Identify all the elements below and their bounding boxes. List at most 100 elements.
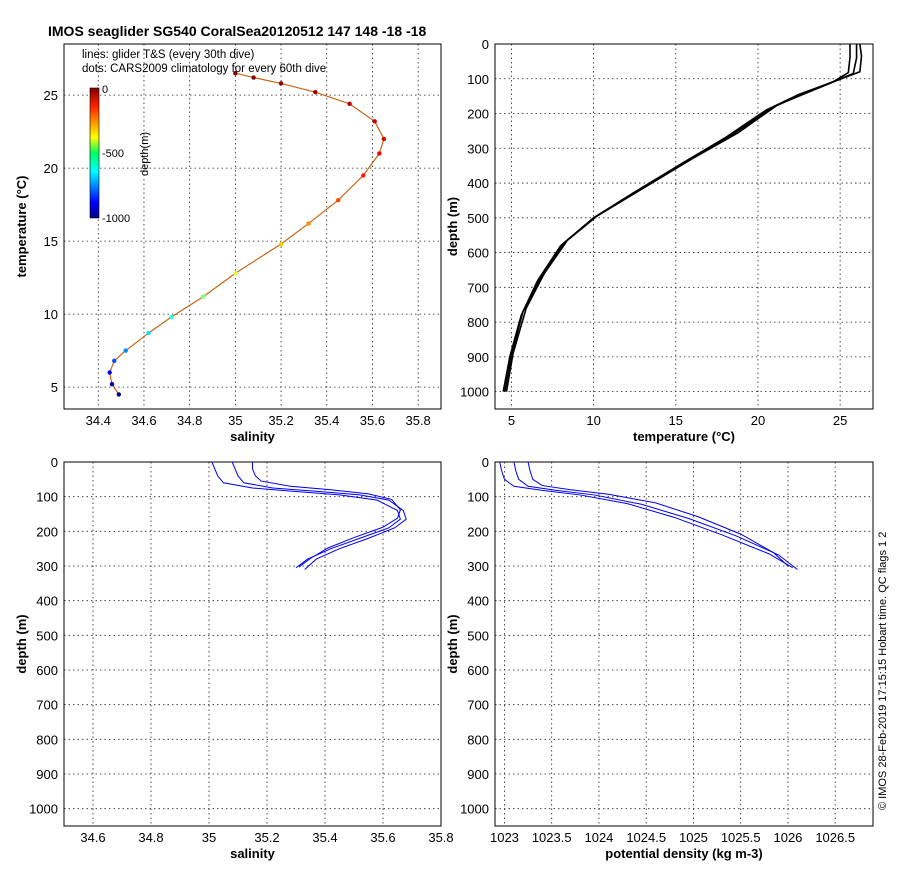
y-tick-label: 900 <box>467 350 489 365</box>
y-tick-label: 0 <box>482 37 489 52</box>
imos-credit-note: © IMOS 28-Feb-2019 17:15:15 Hobart time.… <box>877 532 889 810</box>
x-tick-label: 35.2 <box>268 413 293 428</box>
y-tick-label: 500 <box>36 628 58 643</box>
colorbar-tick-mid: -500 <box>102 148 124 160</box>
y-tick-label: 700 <box>467 280 489 295</box>
y-tick-label: 100 <box>467 72 489 87</box>
x-tick-label: 34.8 <box>177 413 202 428</box>
ts-diagram-panel: 34.4 34.6 34.8 35 35.2 35.4 35.6 35.8 5 10 15 20 25 s… <box>14 43 442 444</box>
y-tick-label: 800 <box>36 732 58 747</box>
y-tick-label: 700 <box>467 698 489 713</box>
profile-line <box>513 461 798 570</box>
climatology-point <box>233 271 238 276</box>
x-tick-label: 1026 <box>773 830 802 845</box>
y-tick-label: 800 <box>467 315 489 330</box>
y-tick-label: 400 <box>467 176 489 191</box>
y-tick-label: 100 <box>36 490 58 505</box>
y-tick-label: 0 <box>482 455 489 470</box>
climatology-point <box>306 221 311 226</box>
y-tick-label: 600 <box>467 246 489 261</box>
x-tick-label: 1025 <box>679 830 708 845</box>
y-tick-label: 900 <box>467 767 489 782</box>
x-tick-label: 1024.5 <box>626 830 666 845</box>
x-tick-label: 35.6 <box>370 830 395 845</box>
y-tick-label: 600 <box>467 663 489 678</box>
y-tick-label: 300 <box>467 141 489 156</box>
profile-line <box>499 461 793 569</box>
legend-line-1: lines: glider T&S (every 30th dive) <box>82 49 255 61</box>
y-tick-label: 400 <box>36 594 58 609</box>
climatology-point <box>372 119 377 124</box>
y-tick-label: 500 <box>467 628 489 643</box>
y-axis-label: temperature (°C) <box>14 176 29 278</box>
x-axis-label: potential density (kg m-3) <box>605 846 762 861</box>
climatology-point <box>233 71 238 76</box>
climatology-point <box>169 314 174 320</box>
climatology-point <box>278 241 284 247</box>
x-tick-label: 34.6 <box>131 413 156 428</box>
y-tick-label: 0 <box>51 455 58 470</box>
y-tick-label: 800 <box>467 732 489 747</box>
climatology-point <box>107 370 112 375</box>
climatology-point <box>251 75 256 80</box>
climatology-point <box>278 81 284 86</box>
y-tick-label: 1000 <box>460 802 489 817</box>
y-axis-label: depth (m) <box>14 614 29 673</box>
climatology-point <box>123 348 128 353</box>
climatology-point <box>377 151 382 156</box>
x-tick-label: 35.8 <box>428 830 453 845</box>
profile-line <box>252 462 401 568</box>
y-tick-label: 500 <box>467 211 489 226</box>
glider-ts-line <box>109 72 385 395</box>
x-tick-label: 34.6 <box>80 830 105 845</box>
x-tick-label: 1026.5 <box>815 830 855 845</box>
y-axis-label: depth (m) <box>445 614 460 673</box>
axes-frame <box>494 461 874 827</box>
x-tick-label: 35.4 <box>312 830 337 845</box>
y-tick-label: 10 <box>44 307 58 322</box>
climatology-point <box>116 392 122 397</box>
x-tick-label: 1023.5 <box>532 830 572 845</box>
x-tick-label: 15 <box>669 413 683 428</box>
axes-frame <box>63 43 442 410</box>
x-tick-label: 35.8 <box>405 413 430 428</box>
y-axis-label: depth (m) <box>445 197 460 256</box>
figure-title: IMOS seaglider SG540 CoralSea20120512 14… <box>48 23 426 39</box>
profile-line <box>504 44 851 392</box>
depth-colorbar: 0 -500 -1000 depth(m) <box>89 84 151 225</box>
x-tick-label: 5 <box>508 413 515 428</box>
x-tick-label: 35.6 <box>360 413 385 428</box>
x-tick-label: 20 <box>751 413 765 428</box>
x-tick-label: 35.4 <box>314 413 339 428</box>
x-tick-label: 35 <box>202 830 216 845</box>
y-tick-label: 300 <box>467 559 489 574</box>
climatology-point <box>201 294 206 299</box>
profile-line <box>231 461 407 570</box>
y-tick-label: 600 <box>36 663 58 678</box>
y-tick-label: 300 <box>36 559 58 574</box>
climatology-point <box>347 101 352 107</box>
density-depth-panel: 1023 1023.5 1024 1024.5 1025 1025.5 1026 1026.5… <box>445 455 874 861</box>
y-tick-label: 1000 <box>460 385 489 400</box>
y-tick-label: 20 <box>44 161 58 176</box>
climatology-point <box>146 330 151 336</box>
x-tick-label: 34.4 <box>86 413 111 428</box>
x-tick-label: 10 <box>586 413 600 428</box>
x-tick-label: 1023 <box>490 830 519 845</box>
climatology-point <box>112 358 117 364</box>
profile-line <box>527 461 789 567</box>
y-tick-label: 1000 <box>29 802 58 817</box>
y-tick-label: 700 <box>36 698 58 713</box>
colorbar-label: depth(m) <box>139 132 151 176</box>
y-tick-label: 400 <box>467 594 489 609</box>
axes-frame <box>63 461 442 827</box>
y-tick-label: 200 <box>467 524 489 539</box>
y-tick-label: 5 <box>51 380 58 395</box>
x-tick-label: 34.8 <box>138 830 163 845</box>
y-tick-label: 25 <box>44 88 58 103</box>
climatology-point <box>335 198 341 203</box>
y-tick-label: 15 <box>44 234 58 249</box>
x-axis-label: temperature (°C) <box>633 429 735 444</box>
climatology-point <box>361 173 366 178</box>
